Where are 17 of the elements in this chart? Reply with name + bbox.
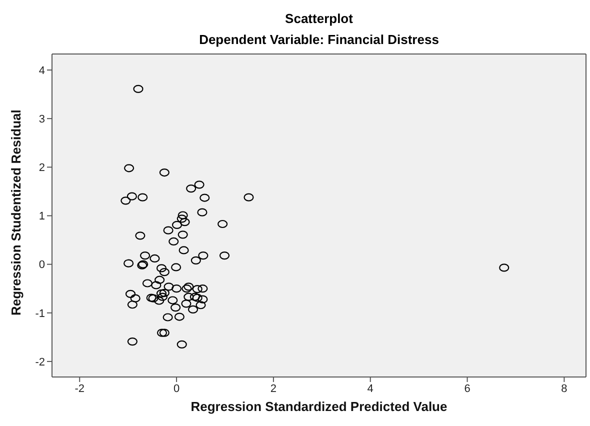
y-tick-label: 0 xyxy=(38,259,45,272)
y-tick-label: 1 xyxy=(38,210,45,223)
y-tick-label: 2 xyxy=(38,162,45,174)
x-tick-label: 0 xyxy=(173,382,180,395)
x-tick-label: 4 xyxy=(367,382,374,395)
y-tick-label: 3 xyxy=(38,114,45,126)
chart-subtitle: Dependent Variable: Financial Distress xyxy=(198,31,440,49)
x-tick-label: -2 xyxy=(74,382,85,395)
x-axis-title: Regression Standardized Predicted Value xyxy=(190,399,448,414)
y-tick-label: 4 xyxy=(38,64,45,77)
x-tick-label: 8 xyxy=(561,382,568,395)
y-axis-title: Regression Studentized Residual xyxy=(8,110,24,316)
y-tick-label: -1 xyxy=(35,308,45,320)
y-tick-label: -2 xyxy=(35,356,45,368)
x-tick-label: 6 xyxy=(464,382,470,395)
chart-title: Scatterplot xyxy=(284,10,354,28)
x-tick-label: 2 xyxy=(270,382,277,395)
